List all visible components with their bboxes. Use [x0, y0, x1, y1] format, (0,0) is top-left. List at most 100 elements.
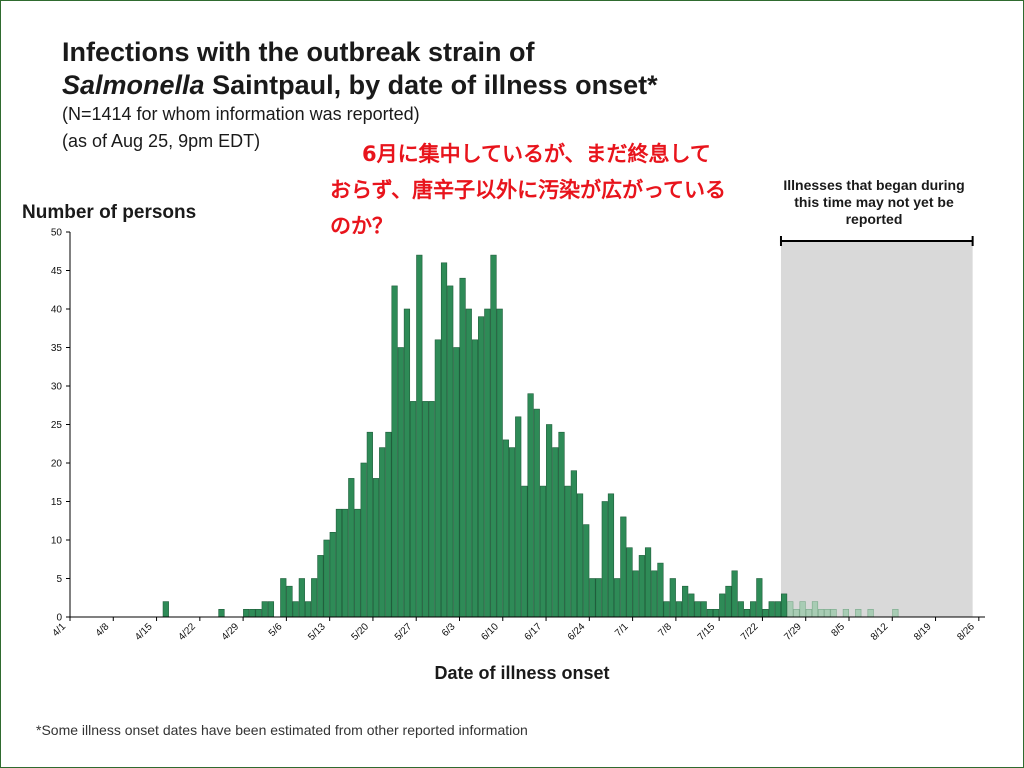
bar: [317, 555, 324, 618]
x-tick-label: 5/20: [350, 621, 372, 643]
bar: [385, 431, 392, 618]
x-tick-label: 8/26: [955, 621, 977, 643]
bar: [583, 524, 590, 618]
x-tick-label: 8/12: [869, 621, 891, 643]
bar: [304, 601, 312, 618]
bar: [805, 608, 812, 618]
bar: [682, 585, 689, 618]
bar: [892, 608, 899, 618]
bar: [576, 493, 584, 618]
bar: [644, 547, 652, 618]
bar: [706, 608, 713, 618]
bar: [323, 539, 330, 618]
bar: [719, 593, 726, 618]
footnote: *Some illness onset dates have been esti…: [36, 722, 528, 738]
title-line1: Infections with the outbreak strain of: [62, 37, 535, 67]
bar: [490, 254, 497, 618]
bar: [743, 608, 751, 618]
x-tick-label: 4/15: [133, 621, 155, 643]
bar: [614, 578, 621, 618]
bar: [335, 508, 343, 618]
bar: [811, 601, 819, 618]
bar: [830, 608, 837, 618]
bar: [416, 254, 423, 618]
bar: [762, 608, 769, 618]
bar: [799, 601, 806, 618]
bar: [589, 578, 596, 618]
bar: [422, 401, 429, 618]
y-tick-label: 35: [51, 343, 63, 354]
bar: [447, 285, 454, 618]
x-tick-label: 8/5: [829, 621, 847, 639]
bar: [428, 401, 435, 618]
bar: [780, 593, 788, 618]
x-tick-label: 7/29: [782, 621, 804, 643]
bar: [756, 578, 763, 618]
shaded-region: [780, 242, 973, 617]
x-tick-label: 4/29: [220, 621, 242, 643]
bar: [379, 447, 386, 618]
bar: [249, 608, 256, 618]
bar: [372, 478, 380, 618]
bar: [774, 601, 781, 618]
bar: [521, 485, 528, 618]
bar: [162, 601, 169, 618]
bar: [867, 608, 874, 618]
bar: [267, 601, 275, 618]
bar: [292, 601, 299, 618]
x-tick-label: 6/24: [566, 621, 588, 643]
bar: [348, 478, 355, 618]
bar: [564, 485, 571, 618]
bar: [311, 578, 318, 618]
bar: [261, 601, 268, 618]
bar: [496, 308, 503, 618]
y-tick-label: 40: [51, 305, 63, 316]
bar: [465, 308, 472, 618]
bar: [601, 501, 608, 618]
annotation-text: 6月に集中しているが、まだ終息しておらず、唐辛子以外に汚染が広がっているのか？: [330, 142, 727, 238]
x-tick-label: 6/17: [523, 621, 545, 643]
bar: [638, 555, 645, 618]
bar: [410, 401, 417, 618]
bar: [842, 608, 849, 618]
y-tick-label: 25: [51, 420, 63, 431]
bar: [570, 470, 577, 618]
x-tick-label: 7/1: [613, 621, 631, 639]
x-tick-label: 7/22: [739, 621, 761, 643]
bar: [824, 608, 831, 618]
bar: [515, 416, 522, 618]
bar: [651, 570, 658, 618]
bar: [620, 516, 627, 618]
bar: [694, 601, 701, 618]
bar: [484, 308, 491, 618]
x-tick-label: 5/6: [267, 621, 285, 639]
x-tick-label: 6/10: [479, 621, 501, 643]
y-tick-label: 0: [56, 613, 62, 624]
bar: [700, 601, 707, 618]
bar: [366, 431, 373, 618]
x-tick-label: 8/19: [912, 621, 934, 643]
bar: [360, 462, 367, 618]
bar: [669, 578, 676, 618]
bar: [527, 393, 534, 618]
bar: [434, 339, 441, 618]
y-tick-label: 30: [51, 382, 63, 393]
bar: [552, 447, 559, 618]
bar: [255, 608, 262, 618]
bar: [471, 339, 479, 618]
x-tick-label: 4/8: [94, 621, 112, 639]
bar: [725, 585, 732, 618]
y-tick-label: 50: [51, 228, 63, 239]
bar: [558, 431, 565, 618]
bar: [712, 608, 720, 618]
y-axis-label: Number of persons: [22, 202, 197, 223]
y-tick-label: 20: [51, 459, 63, 470]
bar: [607, 493, 615, 618]
subtitle-date: (as of Aug 25, 9pm EDT): [62, 131, 261, 151]
bar: [818, 608, 825, 618]
bar: [342, 508, 349, 618]
x-axis-label: Date of illness onset: [434, 663, 610, 683]
bar: [508, 447, 516, 618]
x-tick-label: 7/8: [656, 621, 674, 639]
